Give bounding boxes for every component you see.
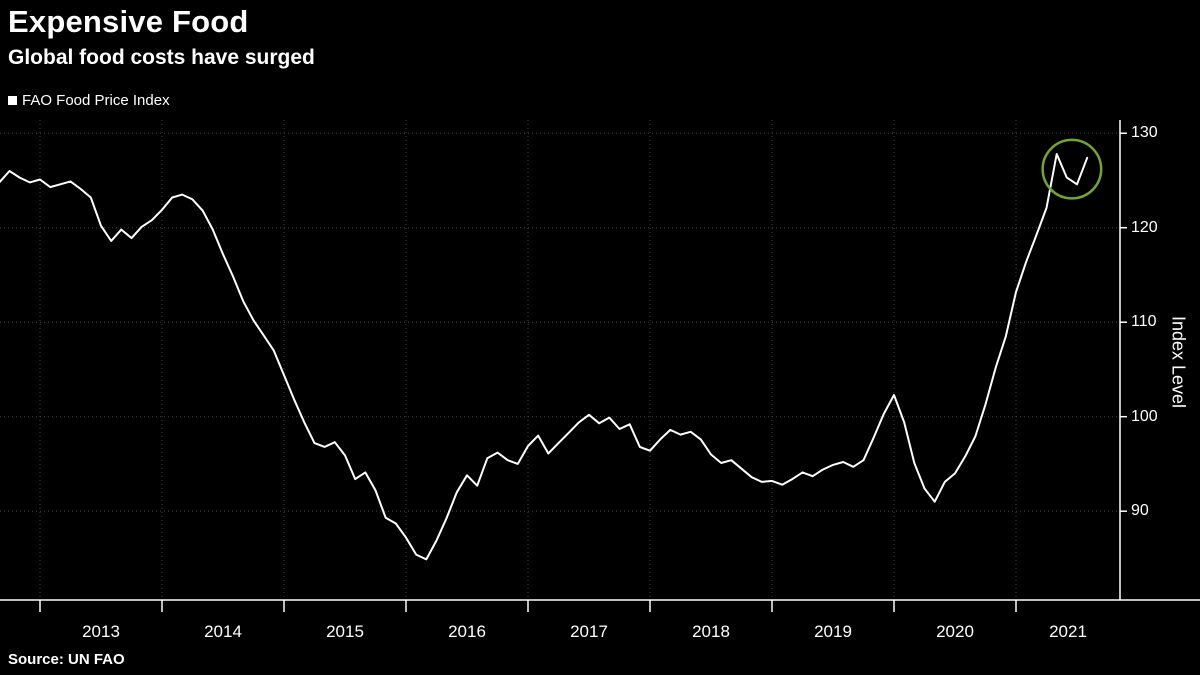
- chart-subtitle: Global food costs have surged: [8, 46, 315, 69]
- page-title: Expensive Food: [8, 4, 249, 39]
- source-note: Source: UN FAO: [8, 651, 125, 668]
- legend-label: FAO Food Price Index: [22, 92, 170, 109]
- price-line: [0, 153, 1089, 561]
- legend-square-icon: [8, 96, 17, 105]
- legend: FAO Food Price Index: [8, 92, 170, 109]
- y-axis-title: Index Level: [1168, 315, 1189, 409]
- highlight-circle: [1041, 138, 1103, 200]
